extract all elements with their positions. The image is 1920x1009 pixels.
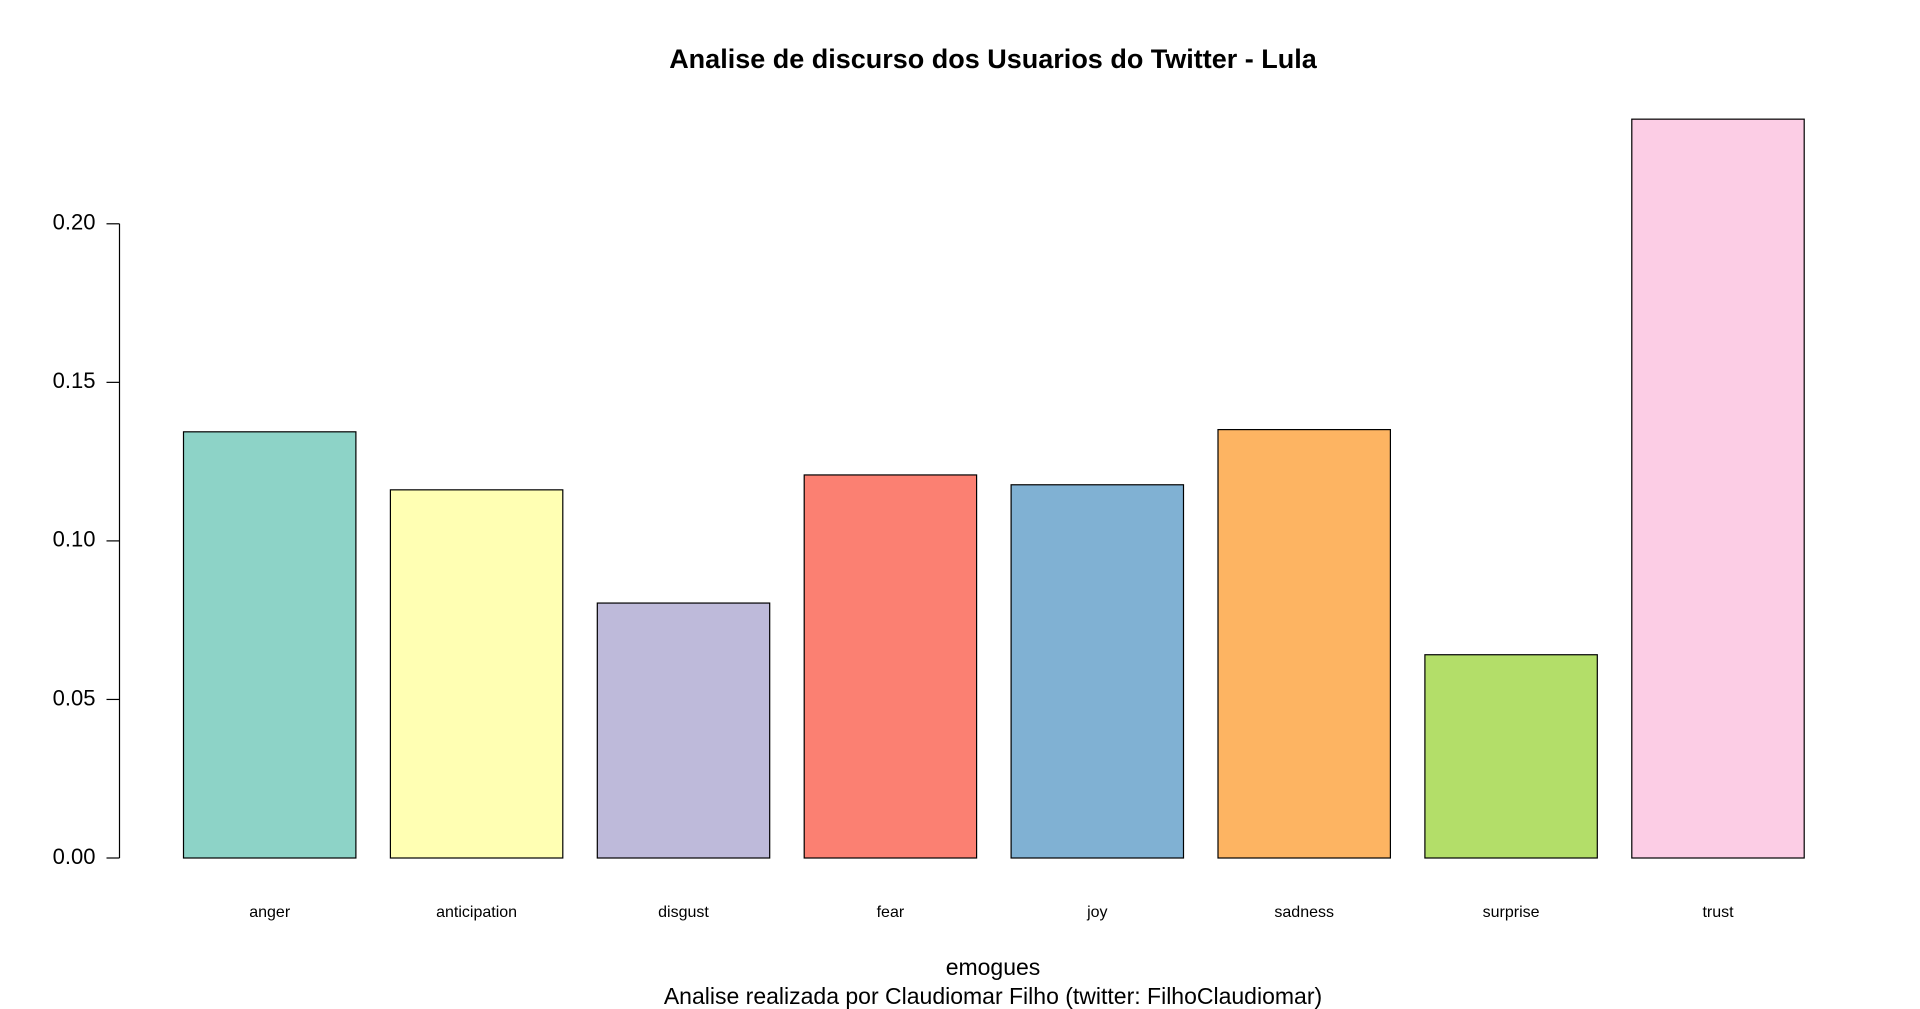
y-tick-label: 0.10 <box>53 527 96 552</box>
bar <box>389 489 564 859</box>
x-tick-label: sadness <box>1274 904 1334 921</box>
y-tick-label: 0.05 <box>53 685 96 710</box>
x-tick-label: disgust <box>658 904 709 921</box>
bar <box>1424 654 1598 859</box>
y-tick-label: 0.00 <box>53 844 96 869</box>
y-tick-label: 0.15 <box>53 368 96 393</box>
bar <box>1217 428 1391 859</box>
x-tick-label: surprise <box>1483 904 1540 921</box>
x-tick-label: anger <box>249 904 291 921</box>
bar <box>1010 484 1185 859</box>
y-tick-label: 0.20 <box>53 210 96 235</box>
x-tick-label: joy <box>1086 904 1107 921</box>
x-tick-label: fear <box>877 904 905 921</box>
x-tick-label: anticipation <box>436 904 517 921</box>
chart-subtitle: Analise realizada por Claudiomar Filho (… <box>664 983 1322 1009</box>
chart-title: Analise de discurso dos Usuarios do Twit… <box>669 44 1318 74</box>
bar <box>182 431 357 859</box>
bar <box>803 474 978 859</box>
x-axis-label: emogues <box>946 954 1041 980</box>
bar <box>1631 118 1805 859</box>
x-tick-label: trust <box>1702 904 1734 921</box>
bar <box>596 602 771 859</box>
